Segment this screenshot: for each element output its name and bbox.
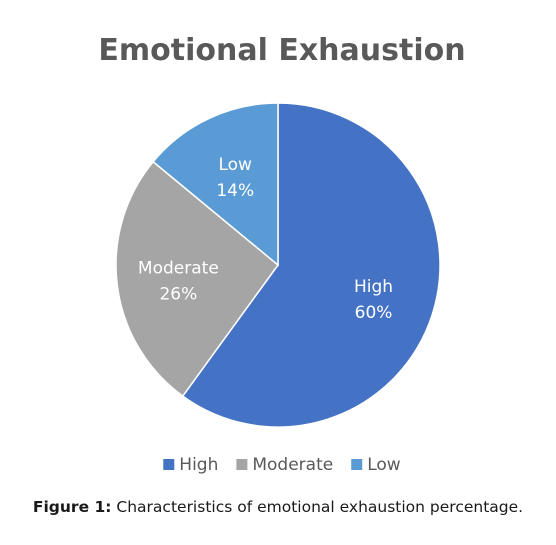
pie-slice-moderate: [115, 160, 280, 398]
chart-legend: High Moderate Low: [163, 455, 401, 475]
data-label-low: Low 14%: [216, 155, 254, 201]
legend-item-moderate: Moderate: [236, 455, 333, 475]
legend-swatch-high: [163, 459, 175, 470]
figure-caption: Figure 1: Characteristics of emotional e…: [0, 498, 556, 516]
data-label-moderate: Moderate 26%: [138, 259, 219, 305]
legend-label-low: Low: [367, 455, 401, 475]
legend-swatch-moderate: [236, 459, 248, 470]
slice-labels: High 60% Moderate 26% Low 14%: [138, 155, 393, 323]
legend-label-moderate: Moderate: [252, 455, 333, 475]
pie-slices: [115, 102, 441, 428]
data-label-high: High 60%: [354, 277, 393, 323]
caption-text: Characteristics of emotional exhaustion …: [111, 498, 524, 516]
pie-slice-low: [152, 102, 279, 267]
chart-title: Emotional Exhaustion: [98, 33, 465, 68]
legend-item-high: High: [163, 455, 218, 475]
legend-label-high: High: [179, 455, 218, 475]
legend-item-low: Low: [351, 455, 401, 475]
pie-chart: Emotional Exhaustion High 60% Moderate 26% L…: [98, 33, 465, 475]
chart-frame: Emotional Exhaustion High 60% Moderate 26% L…: [98, 33, 466, 475]
pie-slice-high: [181, 102, 441, 428]
caption-label: Figure 1:: [32, 498, 112, 516]
legend-swatch-low: [351, 459, 363, 470]
